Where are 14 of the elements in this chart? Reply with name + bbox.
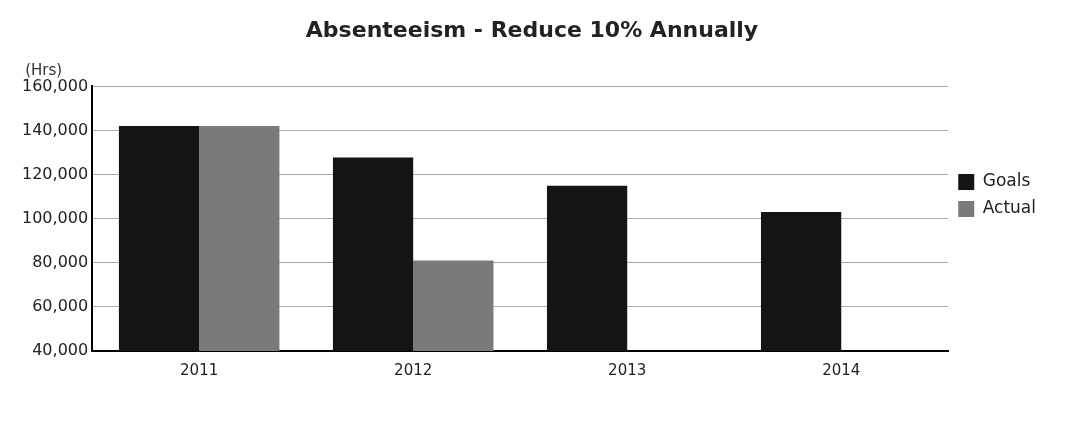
y-tick-label: 80,000 xyxy=(32,251,89,271)
y-axis-title: (Hrs) xyxy=(25,60,63,79)
legend-label: Goals xyxy=(982,170,1031,191)
x-tick-label: 2014 xyxy=(822,360,861,379)
x-tick-label: 2012 xyxy=(394,360,433,379)
x-tick-label: 2013 xyxy=(608,360,647,379)
legend-label: Actual xyxy=(982,197,1037,218)
x-tick-label: 2011 xyxy=(180,360,219,379)
y-tick-label: 100,000 xyxy=(21,207,89,227)
y-tick-label: 140,000 xyxy=(21,119,89,139)
y-tick-label: 120,000 xyxy=(21,163,89,183)
chart-title: Absenteeism - Reduce 10% Annually xyxy=(305,16,759,42)
y-tick-label: 60,000 xyxy=(32,296,89,316)
y-tick-label: 40,000 xyxy=(32,340,89,360)
